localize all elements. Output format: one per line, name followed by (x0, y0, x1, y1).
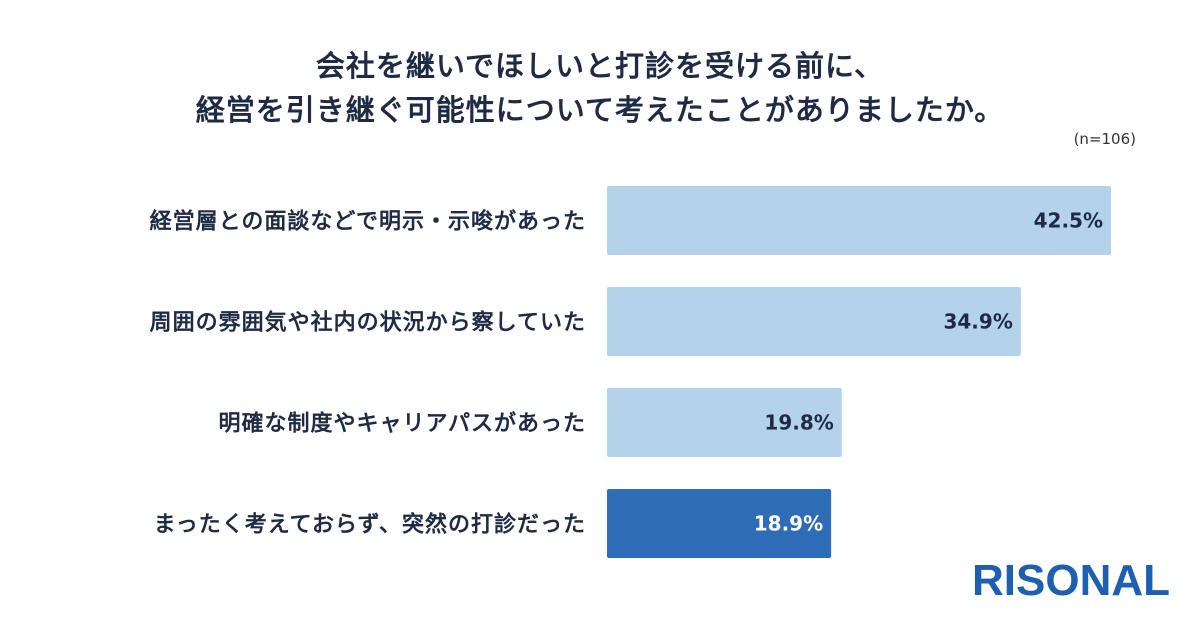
bar-2 (607, 287, 1021, 356)
category-label-1: 経営層との面談などで明示・示唆があった (150, 209, 586, 235)
bar-1 (607, 186, 1111, 255)
category-label-4: まったく考えておらず、突然の打診だった (154, 512, 586, 538)
category-label-2: 周囲の雰囲気や社内の状況から察していた (150, 310, 586, 336)
sample-size-label: (n=106) (1073, 130, 1136, 148)
title-line-1: 会社を継いでほしいと打診を受ける前に、 (315, 49, 885, 83)
value-label-1: 42.5% (1034, 209, 1103, 233)
risonal-logo: RISONAL (972, 556, 1170, 605)
value-label-3: 19.8% (764, 411, 833, 435)
value-label-2: 34.9% (943, 310, 1012, 334)
chart-title: 会社を継いでほしいと打診を受ける前に、 経営を引き継ぐ可能性について考えたことが… (0, 44, 1200, 132)
title-line-2: 経営を引き継ぐ可能性について考えたことがありましたか。 (195, 93, 1005, 127)
category-label-3: 明確な制度やキャリアパスがあった (218, 411, 586, 437)
bar-3 (607, 388, 842, 457)
bar-4 (607, 489, 832, 558)
value-label-4: 18.9% (754, 512, 823, 536)
